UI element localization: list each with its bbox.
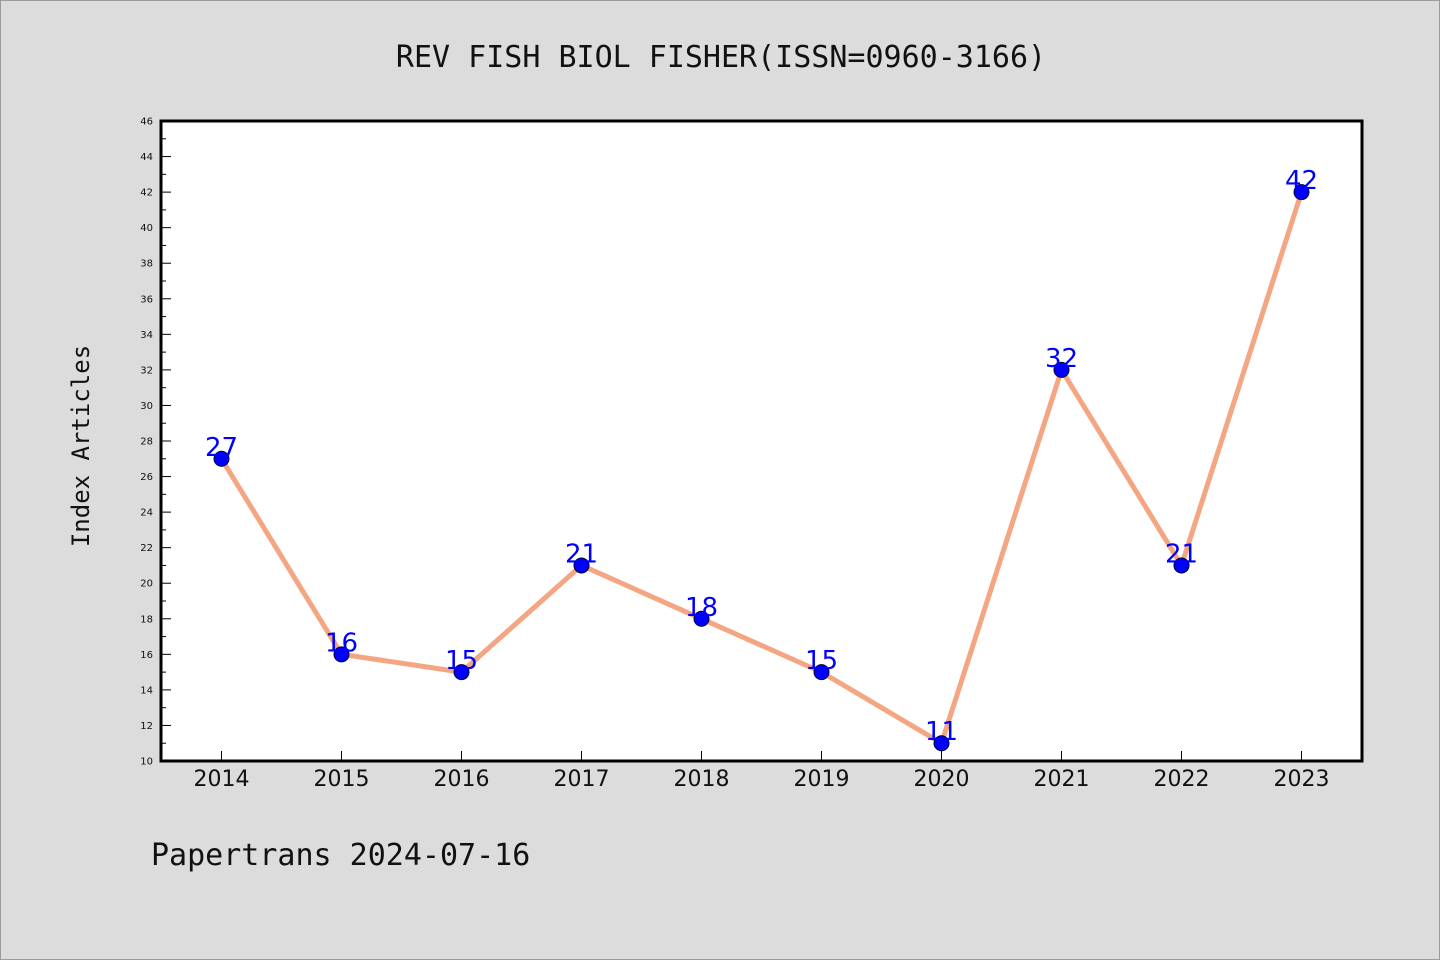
data-point <box>813 664 830 681</box>
y-tick-label: 18 <box>140 614 153 625</box>
series-articles <box>219 189 1304 746</box>
x-tick-label: 2021 <box>1034 767 1090 792</box>
data-label: 15 <box>445 646 478 676</box>
data-point <box>333 646 350 663</box>
y-axis-title: Index Articles <box>67 345 95 547</box>
x-tick-label: 2017 <box>554 767 610 792</box>
y-tick-label: 40 <box>140 223 153 234</box>
series-line <box>219 189 1304 746</box>
data-labels: 27 16 15 21 18 15 11 32 21 42 <box>205 166 1318 747</box>
y-tick-label: 14 <box>140 685 153 696</box>
y-tick-label: 32 <box>140 365 153 376</box>
y-tick-label: 46 <box>140 117 153 128</box>
data-label: 15 <box>805 646 838 676</box>
y-tick-label: 28 <box>140 437 153 448</box>
y-tick-label: 38 <box>140 259 153 270</box>
y-tick-label: 34 <box>140 330 153 341</box>
x-tick-label: 2014 <box>194 767 250 792</box>
data-point <box>1173 557 1190 574</box>
data-label: 18 <box>685 593 718 623</box>
x-tick-label: 2015 <box>314 767 370 792</box>
chart-title: REV FISH BIOL FISHER(ISSN=0960-3166) <box>396 40 1046 75</box>
y-tick-label: 42 <box>140 188 153 199</box>
y-tick-label: 20 <box>140 579 153 590</box>
data-label: 21 <box>565 539 598 569</box>
data-label: 27 <box>205 433 238 463</box>
y-tick-label: 24 <box>140 508 153 519</box>
data-point <box>573 557 590 574</box>
data-point <box>1293 184 1310 201</box>
x-tick-label: 2022 <box>1154 767 1210 792</box>
data-label: 11 <box>925 717 958 747</box>
plot-area <box>159 119 1364 763</box>
data-point <box>453 664 470 681</box>
y-tick-label: 16 <box>140 650 153 661</box>
y-tick-label: 12 <box>140 721 153 732</box>
y-tick-label: 22 <box>140 543 153 554</box>
data-label: 32 <box>1045 344 1078 374</box>
data-point <box>1053 361 1070 378</box>
data-label: 16 <box>325 628 358 658</box>
y-tick-label: 26 <box>140 472 153 483</box>
data-label: 42 <box>1285 166 1318 196</box>
y-tick-label: 36 <box>140 294 153 305</box>
data-point <box>933 735 950 752</box>
y-axis: 10 12 14 16 18 20 22 24 26 28 30 32 34 36 38 40 42 44 46 <box>140 117 171 768</box>
data-points <box>213 184 1310 752</box>
y-tick-label: 10 <box>140 757 153 768</box>
x-tick-label: 2020 <box>914 767 970 792</box>
data-point <box>213 450 230 467</box>
x-tick-label: 2023 <box>1274 767 1330 792</box>
y-tick-label: 44 <box>140 152 153 163</box>
data-label: 21 <box>1165 539 1198 569</box>
x-tick-label: 2016 <box>434 767 490 792</box>
x-axis: 2014 2015 2016 2017 2018 2019 2020 2021 2022 2023 <box>194 751 1330 792</box>
x-tick-label: 2019 <box>794 767 850 792</box>
data-point <box>693 610 710 627</box>
footer-source: Papertrans 2024-07-16 <box>151 838 530 873</box>
x-tick-label: 2018 <box>674 767 730 792</box>
y-tick-label: 30 <box>140 401 153 412</box>
